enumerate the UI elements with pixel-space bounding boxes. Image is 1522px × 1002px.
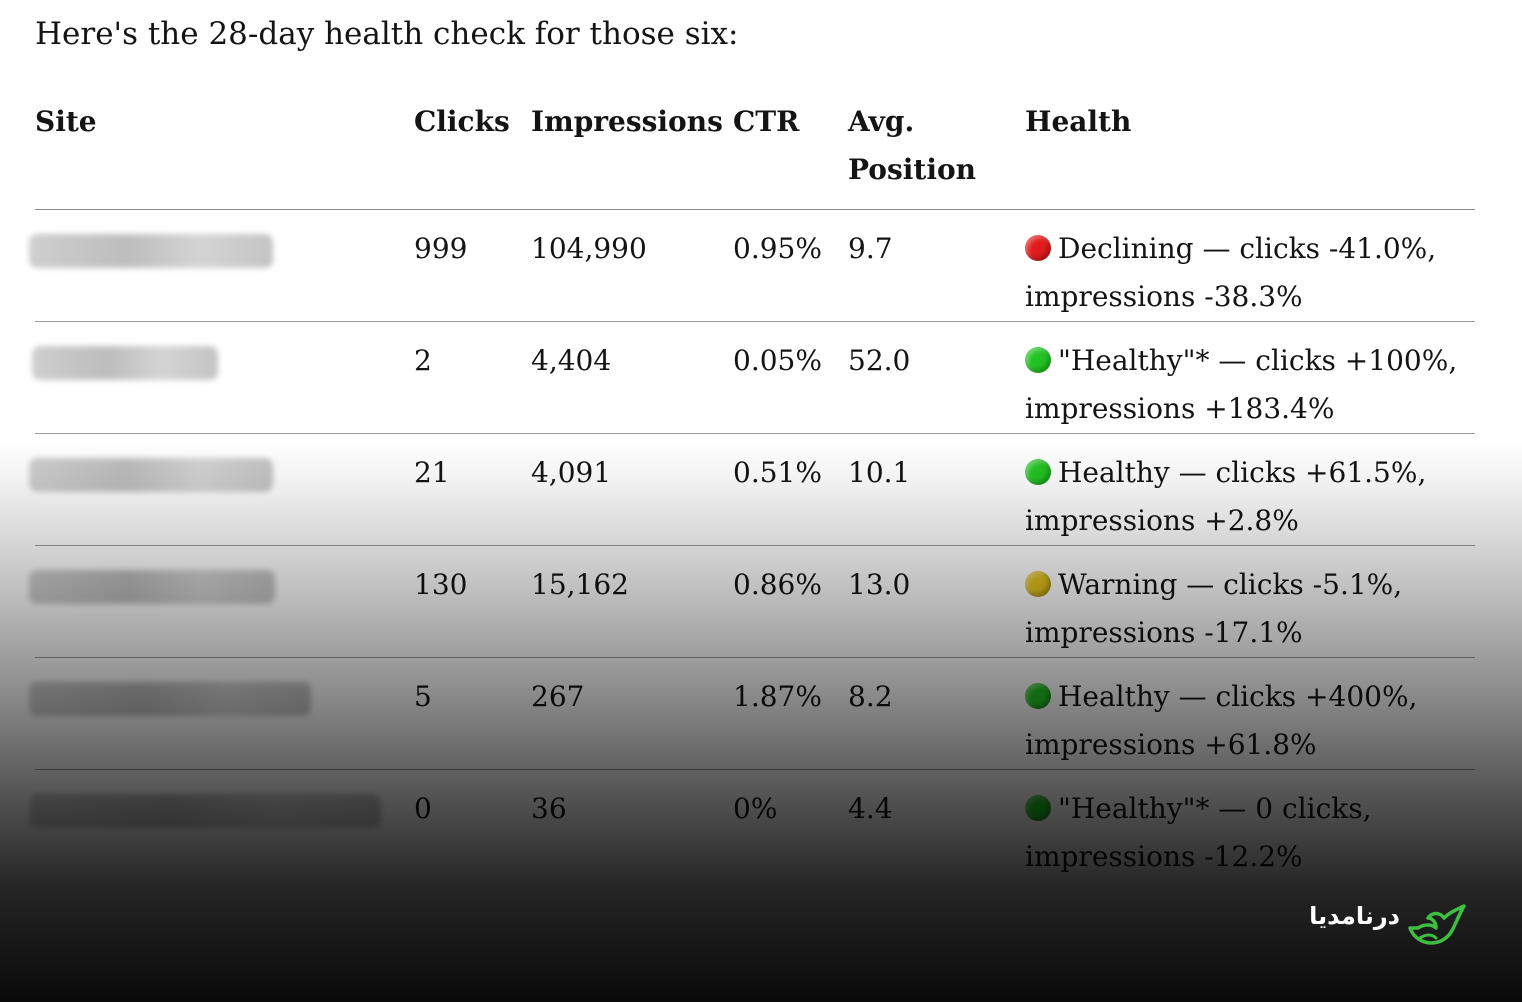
position-cell: 4.4 bbox=[848, 792, 893, 825]
blurred-site-name bbox=[32, 346, 218, 380]
table-row: 2 4,404 0.05% 52.0 "Healthy"* — clicks +… bbox=[32, 321, 1475, 434]
health-summary: Healthy — clicks +61.5%, bbox=[1058, 456, 1427, 489]
impressions-cell: 4,404 bbox=[531, 321, 733, 434]
status-dot-icon bbox=[1025, 347, 1051, 373]
health-cell: Healthy — clicks +61.5%, impressions +2.8… bbox=[1025, 433, 1475, 546]
position-cell: 9.7 bbox=[848, 209, 1025, 322]
health-detail: impressions +61.8% bbox=[1025, 728, 1317, 761]
watermark-text: درنامدیا bbox=[1309, 902, 1400, 930]
impressions-cell: 4,091 bbox=[531, 433, 733, 546]
blurred-site-name bbox=[29, 234, 273, 268]
header-clicks: Clicks bbox=[414, 98, 531, 210]
header-health: Health bbox=[1025, 98, 1475, 210]
health-cell: Declining — clicks -41.0%, impressions -3… bbox=[1025, 209, 1475, 322]
position-cell: 52.0 bbox=[848, 321, 1025, 434]
bird-logo-icon bbox=[1408, 904, 1466, 945]
position-cell: 8.2 bbox=[848, 657, 1025, 770]
header-avg-position: Avg. Position bbox=[848, 98, 1025, 210]
status-dot-icon bbox=[1025, 795, 1051, 821]
health-summary: "Healthy"* — 0 clicks, bbox=[1058, 792, 1372, 825]
health-summary: Warning — clicks -5.1%, bbox=[1058, 568, 1403, 601]
health-cell: "Healthy"* — 0 clicks, impressions -12.2% bbox=[1025, 770, 1475, 882]
health-summary: Healthy — clicks +400%, bbox=[1058, 680, 1418, 713]
blurred-site-name bbox=[29, 458, 273, 492]
clicks-cell: 5 bbox=[414, 657, 531, 770]
ctr-cell: 1.87% bbox=[733, 657, 848, 770]
position-cell: 10.1 bbox=[848, 433, 1025, 546]
blurred-site-name bbox=[29, 794, 381, 828]
ctr-cell: 0.95% bbox=[733, 209, 848, 322]
impressions-cell: 104,990 bbox=[531, 209, 733, 322]
health-detail: impressions -12.2% bbox=[1025, 840, 1303, 873]
health-detail: impressions +183.4% bbox=[1025, 392, 1335, 425]
intro-text: Here's the 28-day health check for those… bbox=[35, 16, 739, 52]
header-impressions: Impressions bbox=[531, 98, 733, 210]
clicks-cell: 130 bbox=[414, 545, 531, 658]
health-cell: Warning — clicks -5.1%, impressions -17.1… bbox=[1025, 545, 1475, 658]
ctr-cell: 0.51% bbox=[733, 433, 848, 546]
ctr-cell: 0.86% bbox=[733, 545, 848, 658]
health-summary: "Healthy"* — clicks +100%, bbox=[1058, 344, 1458, 377]
health-check-table: Site Clicks Impressions CTR Avg. Positio… bbox=[29, 98, 1475, 882]
ctr-cell: 0% bbox=[733, 792, 778, 825]
table-row: 5 267 1.87% 8.2 Healthy — clicks +400%, i… bbox=[29, 657, 1475, 770]
table-header-row: Site Clicks Impressions CTR Avg. Positio… bbox=[35, 98, 1475, 210]
position-cell: 13.0 bbox=[848, 545, 1025, 658]
health-summary: Declining — clicks -41.0%, bbox=[1058, 232, 1437, 265]
ctr-cell: 0.05% bbox=[733, 321, 848, 434]
table-row: 0 36 0% 4.4 "Healthy"* — 0 clicks, impres… bbox=[29, 770, 1475, 882]
table-row: 130 15,162 0.86% 13.0 Warning — clicks -… bbox=[29, 545, 1475, 658]
status-dot-icon bbox=[1025, 571, 1051, 597]
clicks-cell: 2 bbox=[414, 321, 531, 434]
health-detail: impressions -38.3% bbox=[1025, 280, 1303, 313]
status-dot-icon bbox=[1025, 683, 1051, 709]
watermark-logo: درنامدیا bbox=[1309, 896, 1468, 952]
health-cell: Healthy — clicks +400%, impressions +61.8… bbox=[1025, 657, 1475, 770]
impressions-cell: 15,162 bbox=[531, 545, 733, 658]
header-ctr: CTR bbox=[733, 98, 848, 210]
health-cell: "Healthy"* — clicks +100%, impressions +1… bbox=[1025, 321, 1475, 434]
health-detail: impressions -17.1% bbox=[1025, 616, 1303, 649]
impressions-cell: 36 bbox=[531, 792, 567, 825]
clicks-cell: 999 bbox=[414, 209, 531, 322]
clicks-cell: 21 bbox=[414, 433, 531, 546]
impressions-cell: 267 bbox=[531, 657, 733, 770]
status-dot-icon bbox=[1025, 235, 1051, 261]
health-detail: impressions +2.8% bbox=[1025, 504, 1299, 537]
clicks-cell: 0 bbox=[414, 792, 432, 825]
blurred-site-name bbox=[29, 682, 311, 716]
table-row: 21 4,091 0.51% 10.1 Healthy — clicks +61… bbox=[29, 433, 1475, 546]
blurred-site-name bbox=[29, 570, 275, 604]
table-row: 999 104,990 0.95% 9.7 Declining — clicks… bbox=[29, 209, 1475, 322]
header-site: Site bbox=[35, 98, 414, 210]
status-dot-icon bbox=[1025, 459, 1051, 485]
